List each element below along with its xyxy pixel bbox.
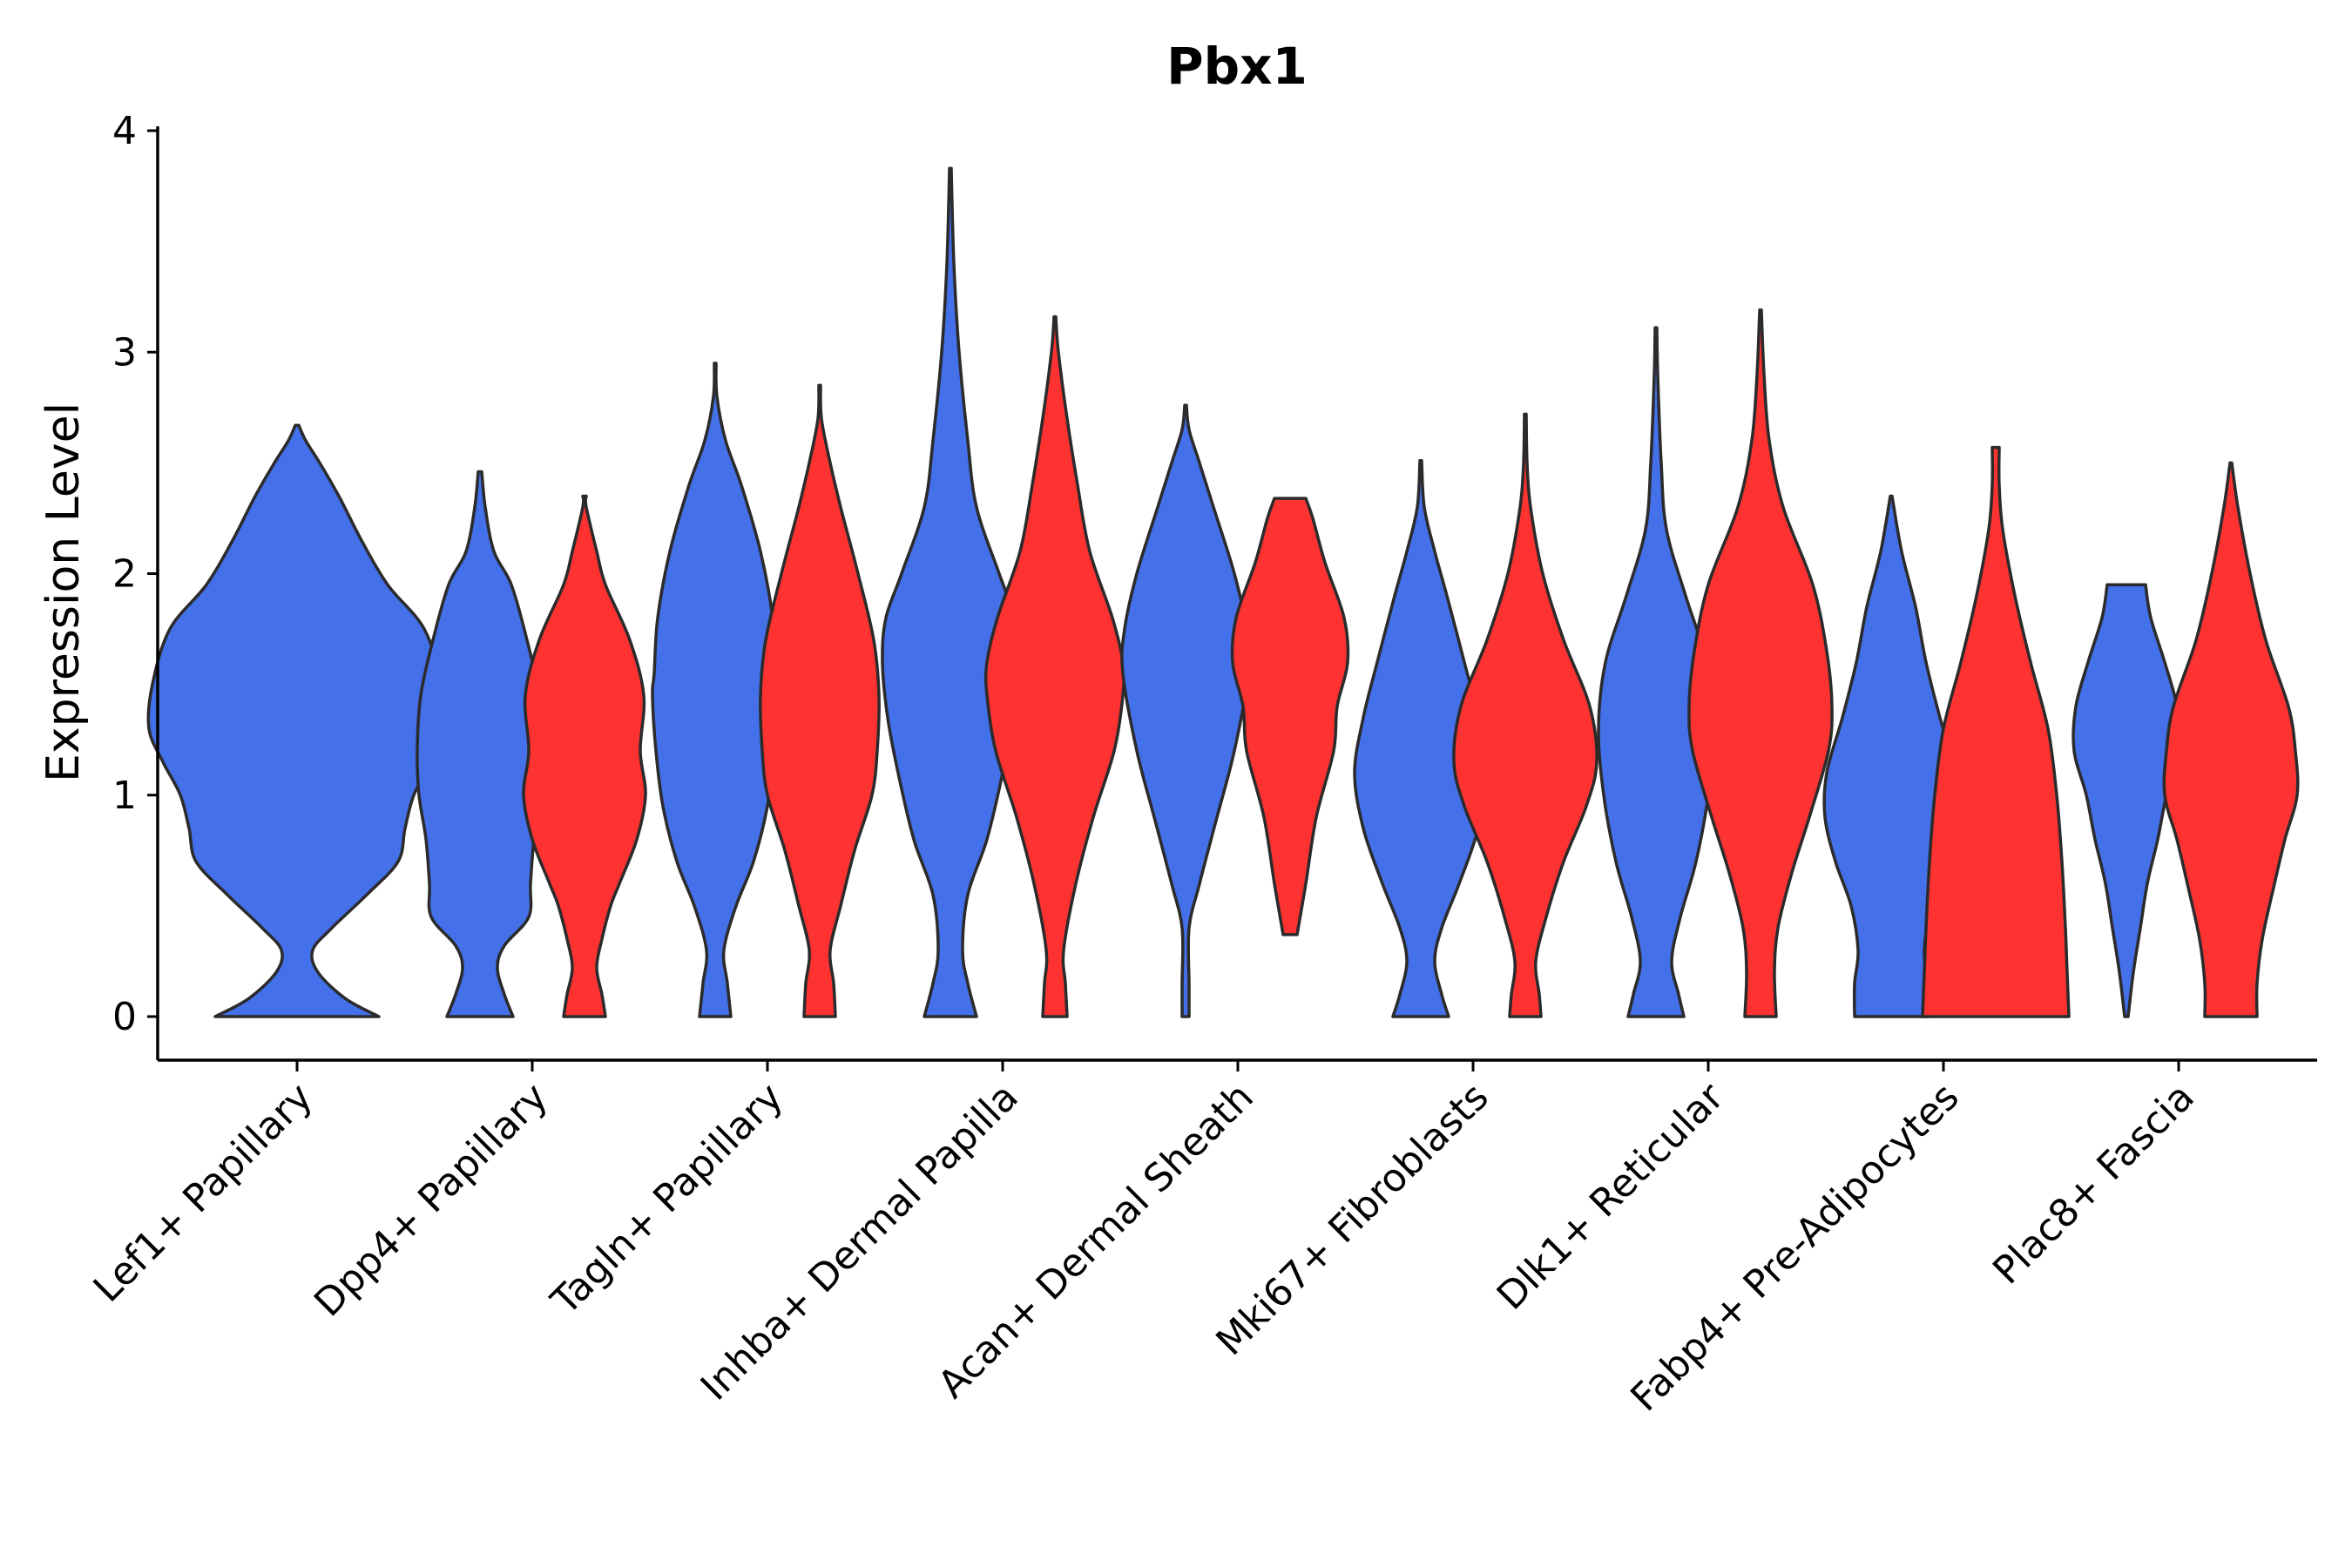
x-tick-label: Tagln+ Papillary <box>543 1075 792 1324</box>
y-tick-label: 0 <box>112 995 137 1039</box>
y-tick-label: 4 <box>112 109 137 153</box>
x-tick-label: Mki67+ Fibroblasts <box>1207 1075 1497 1364</box>
violin-red <box>983 314 1126 1018</box>
y-tick-label: 1 <box>112 774 137 818</box>
x-tick-label: Lef1+ Papillary <box>85 1075 321 1311</box>
violin-red <box>759 383 881 1018</box>
violin-red <box>522 494 647 1018</box>
violin-blue <box>1120 403 1251 1018</box>
violin-red <box>2162 461 2300 1018</box>
x-tick-label: Dpp4+ Papillary <box>306 1075 557 1326</box>
violin-red <box>1921 445 2071 1018</box>
violin-red <box>1687 308 1834 1018</box>
chart-title: Pbx1 <box>1166 37 1308 96</box>
y-tick-label: 2 <box>112 552 137 597</box>
y-axis-label: Expression Level <box>37 402 90 782</box>
violin-blue <box>146 423 448 1018</box>
violin-blue <box>1353 459 1489 1018</box>
violin-blue <box>651 362 780 1018</box>
violin-blue <box>416 470 544 1018</box>
violin-red <box>1452 412 1598 1018</box>
violin-blue <box>1597 326 1715 1018</box>
violin-layer <box>146 166 2300 1018</box>
x-tick-label: Dlk1+ Reticular <box>1489 1074 1734 1319</box>
violin-red <box>1230 497 1350 936</box>
violin-blue <box>881 166 1020 1018</box>
y-tick-label: 3 <box>112 330 137 375</box>
violin-blue <box>2072 583 2181 1018</box>
y-ticks: 0 1 2 3 4 <box>112 109 158 1039</box>
x-tick-label: Plac8+ Fascia <box>1984 1075 2203 1294</box>
